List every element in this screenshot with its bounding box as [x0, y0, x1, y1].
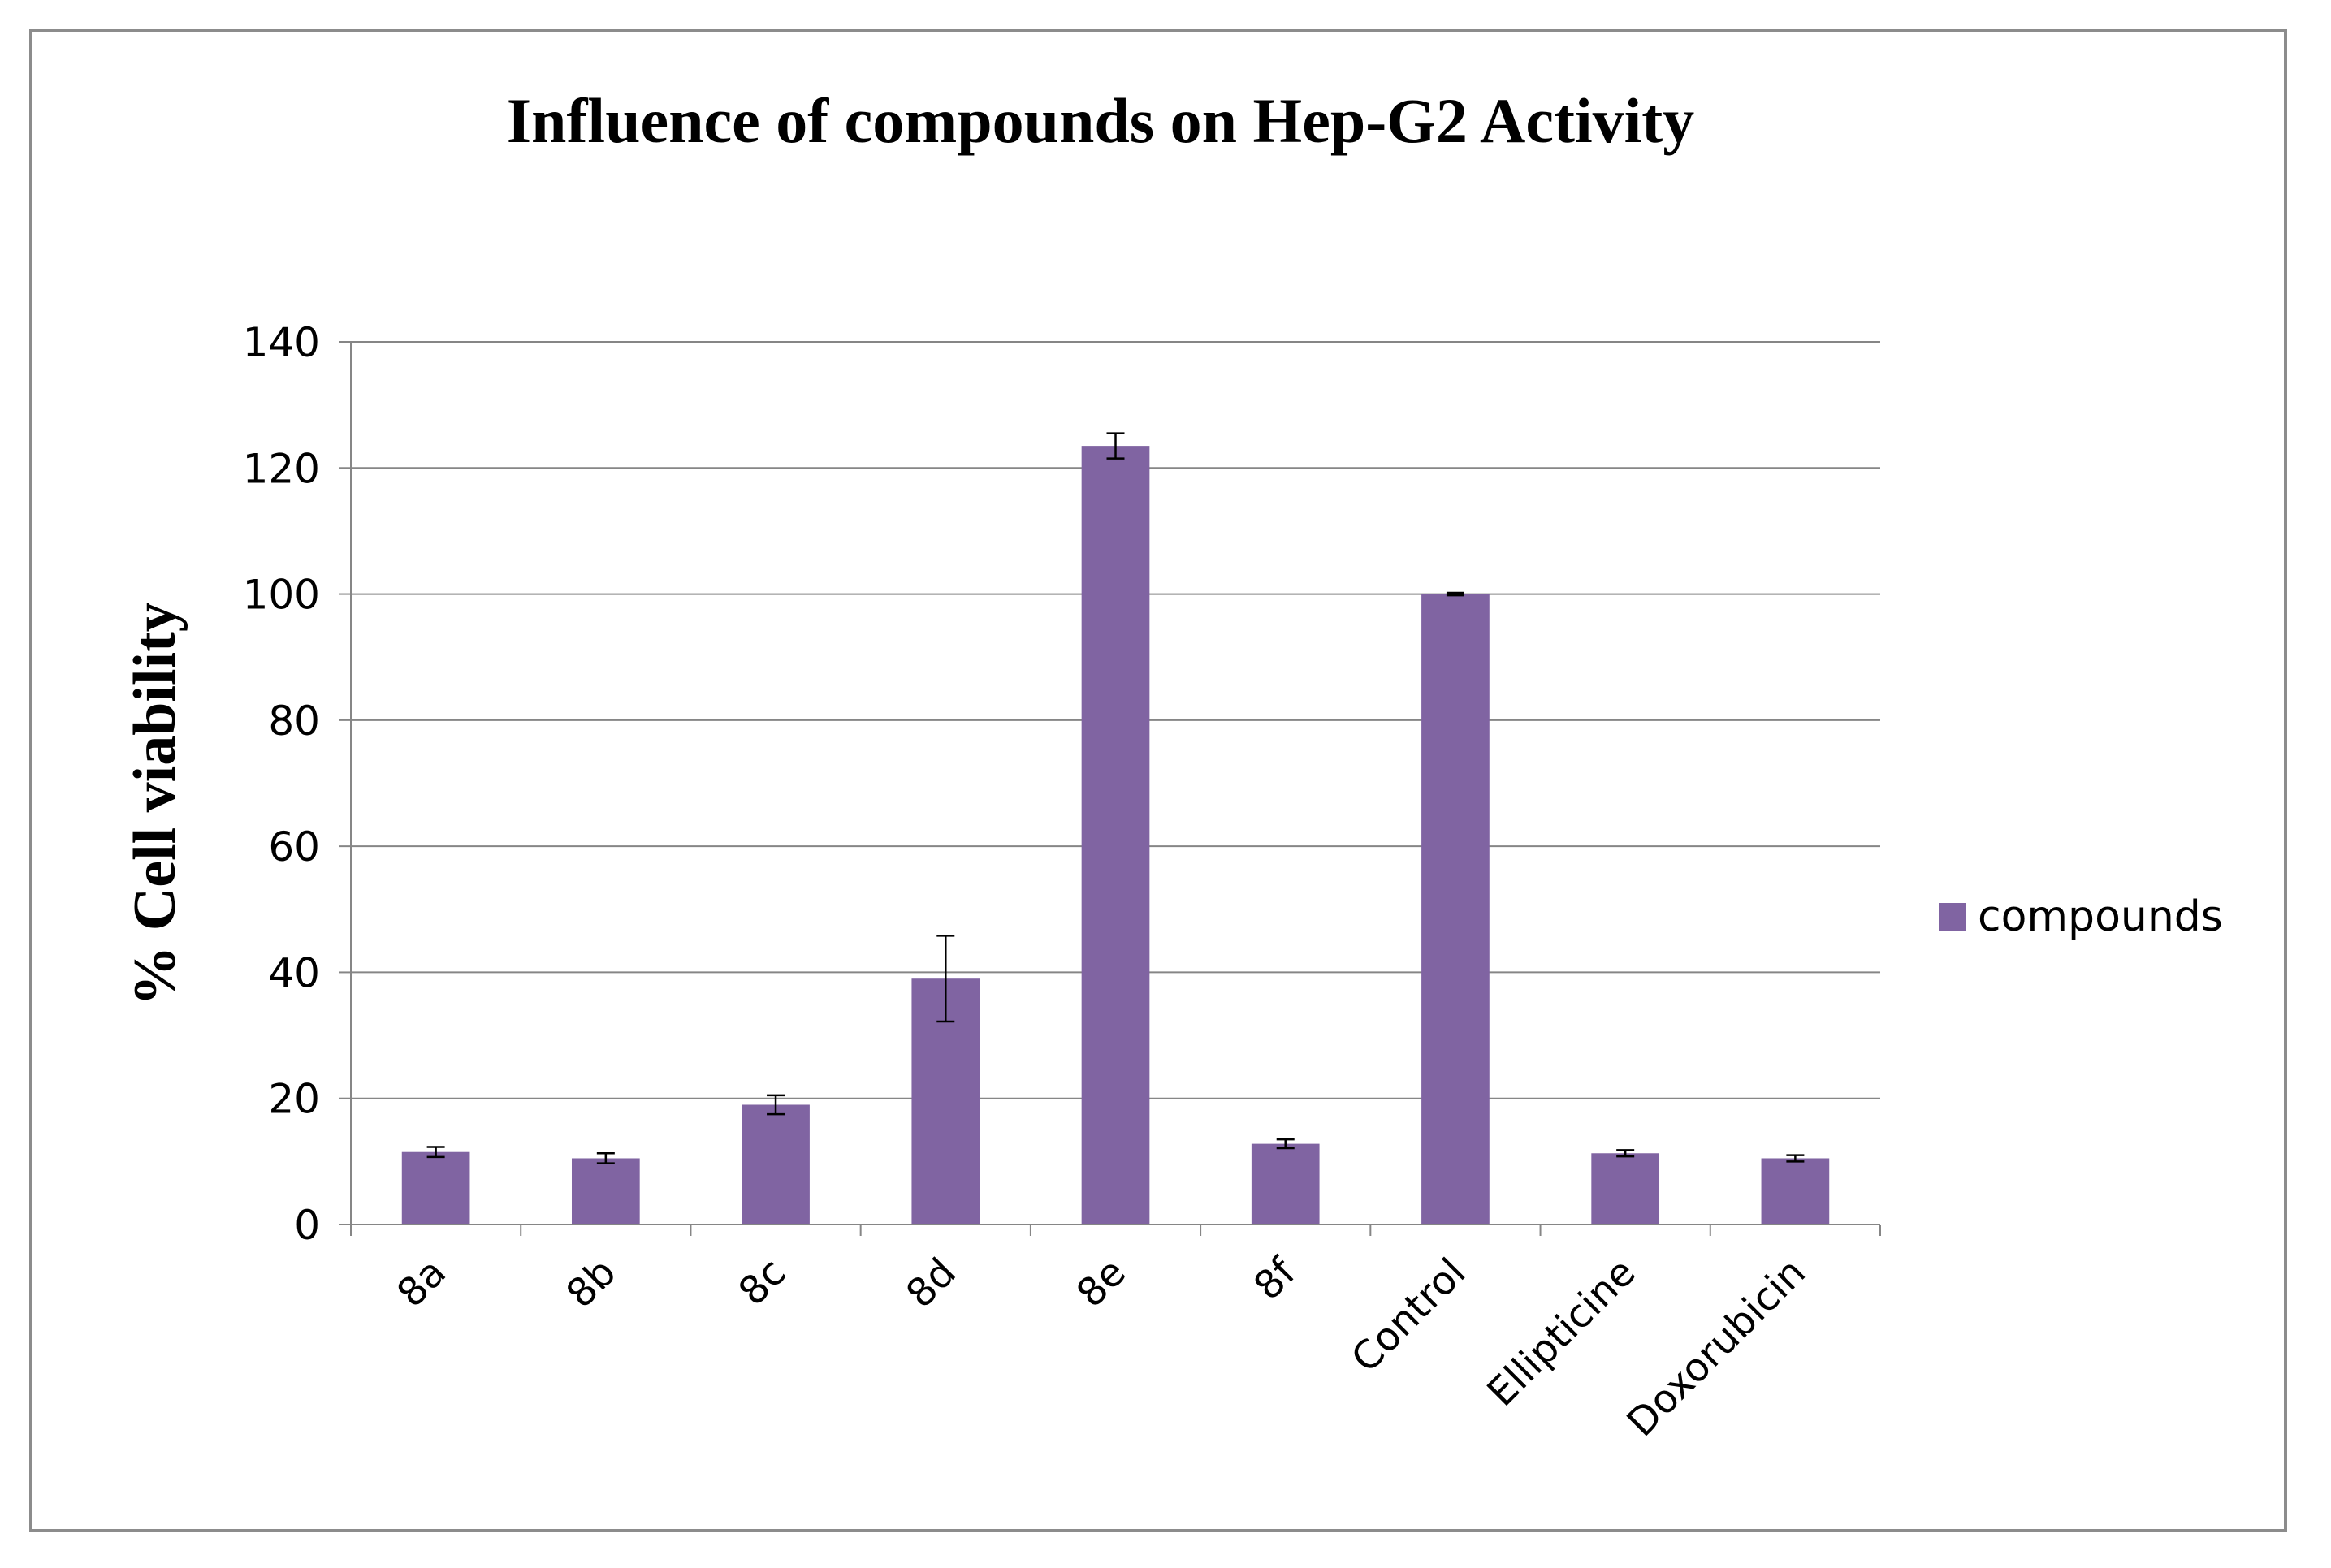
y-tick-label: 40	[268, 949, 320, 996]
y-tick-label: 0	[294, 1202, 320, 1249]
y-tick-label: 140	[243, 319, 320, 366]
x-tick-label: 8e	[1068, 1250, 1135, 1316]
chart-frame: Influence of compounds on Hep-G2 Activit…	[29, 29, 2287, 1532]
legend: compounds	[1939, 892, 2223, 941]
bar-8e	[1081, 446, 1150, 1225]
y-tick-label: 120	[243, 445, 320, 492]
chart-title: Influence of compounds on Hep-G2 Activit…	[507, 85, 1695, 156]
error-bars	[426, 432, 1805, 1164]
legend-swatch-compounds	[1939, 903, 1966, 931]
bar-ellipticine	[1591, 1153, 1660, 1225]
bar-chart: Influence of compounds on Hep-G2 Activit…	[122, 85, 2223, 1445]
x-tick-label: Doxorubicin	[1619, 1250, 1814, 1445]
bars	[401, 446, 1830, 1225]
bar-doxorubicin	[1761, 1158, 1830, 1225]
x-tick-label: 8d	[897, 1250, 965, 1317]
y-axis-ticks: 0 20 40 60 80 100 120 140	[243, 319, 351, 1249]
legend-label-compounds: compounds	[1978, 892, 2223, 941]
bar-8c	[742, 1104, 810, 1225]
bar-8b	[571, 1158, 640, 1225]
y-axis-label: % Cell viability	[122, 602, 188, 1005]
x-tick-label: 8f	[1245, 1249, 1305, 1309]
x-tick-label: 8c	[730, 1250, 795, 1315]
bar-8a	[401, 1151, 470, 1225]
y-tick-label: 20	[268, 1076, 320, 1123]
axes	[350, 342, 1880, 1225]
x-axis-ticks: 8a 8b 8c 8d 8e 8f Control EllipticineDoxorubici…	[350, 1225, 1881, 1445]
x-tick-label: Ellipticine	[1479, 1250, 1645, 1415]
bar-control	[1421, 594, 1490, 1225]
y-tick-label: 100	[243, 572, 320, 619]
x-tick-label: 8b	[558, 1250, 625, 1317]
bar-8f	[1251, 1143, 1320, 1225]
x-tick-label: 8a	[388, 1250, 455, 1316]
y-tick-label: 80	[268, 698, 320, 745]
x-tick-label: Control	[1343, 1250, 1474, 1381]
y-tick-label: 60	[268, 823, 320, 870]
